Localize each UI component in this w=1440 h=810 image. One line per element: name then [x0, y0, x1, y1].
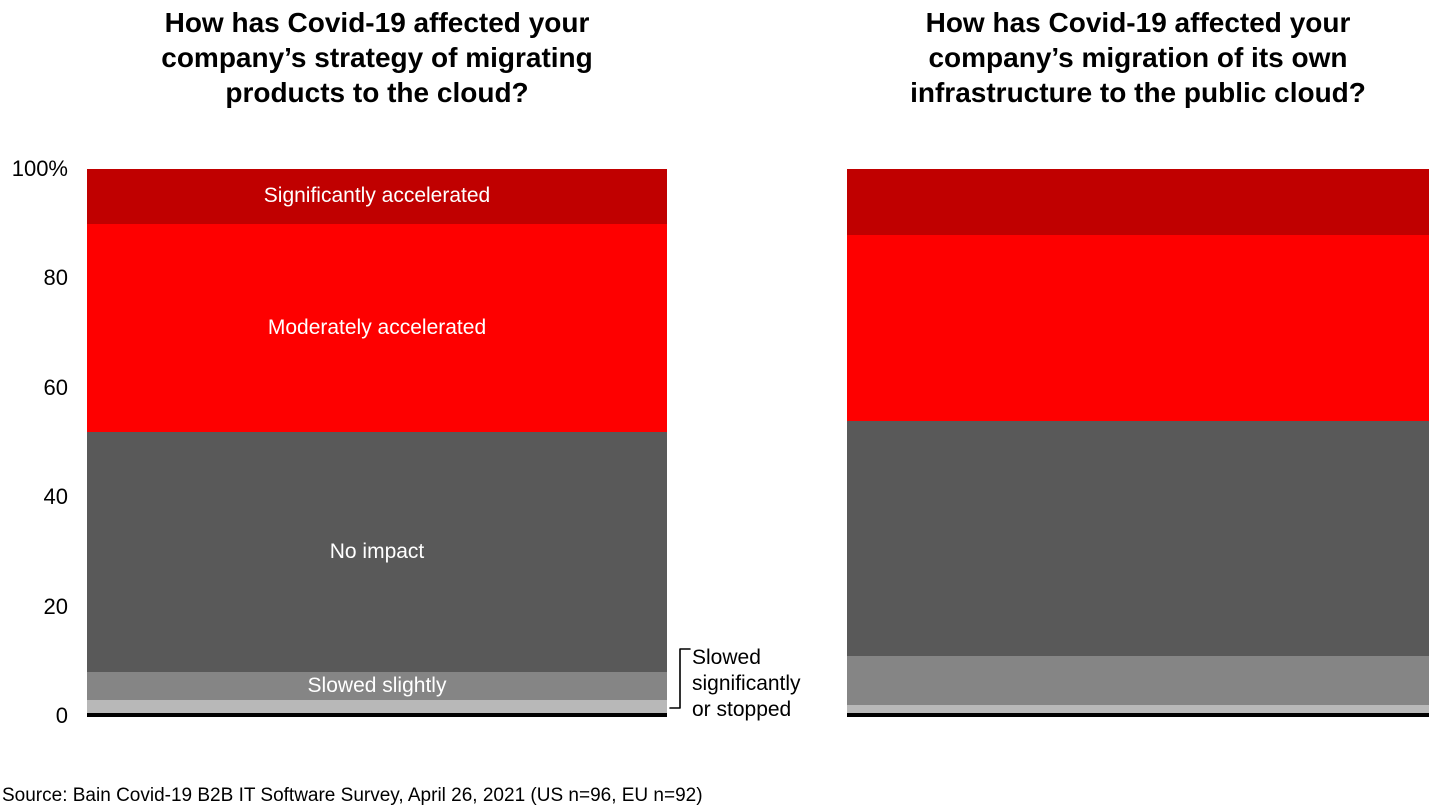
annotation-bracket [669, 648, 691, 709]
segment-slowed-slightly: Slowed slightly [87, 672, 667, 700]
segment-no-impact [847, 420, 1429, 656]
right-chart-title-line-3: infrastructure to the public cloud? [910, 77, 1366, 108]
stacked-bar-right [847, 169, 1429, 716]
annotation-line-3: or stopped [692, 698, 792, 721]
right-chart-title-line-2: company’s migration of its own [928, 42, 1348, 73]
annotation-line-2: significantly [692, 672, 801, 695]
segment-moderately-accelerated [847, 234, 1429, 421]
segment-slowed-significantly-or-stopped [87, 699, 667, 716]
segment-no-impact: No impact [87, 431, 667, 673]
segment-label: Significantly accelerated [263, 184, 491, 208]
segment-significantly-accelerated: Significantly accelerated [87, 169, 667, 224]
y-axis-tick-label: 0 [55, 703, 68, 728]
source-note: Source: Bain Covid-19 B2B IT Software Su… [2, 785, 703, 806]
left-chart-title: How has Covid-19 affected your company’s… [87, 5, 667, 110]
y-axis-tick-label: 20 [43, 593, 68, 619]
annotation-slowed-significantly: Slowed significantly or stopped [692, 645, 801, 723]
y-axis-tick-label: 60 [43, 374, 68, 400]
segment-slowed-slightly [847, 655, 1429, 706]
baseline-left [87, 713, 667, 717]
segment-significantly-accelerated [847, 169, 1429, 235]
baseline-right [847, 713, 1429, 717]
segment-label: No impact [329, 539, 425, 563]
annotation-line-1: Slowed [692, 646, 761, 669]
segment-moderately-accelerated: Moderately accelerated [87, 223, 667, 432]
segment-label: Slowed slightly [307, 673, 447, 697]
right-chart-title: How has Covid-19 affected your company’s… [847, 5, 1429, 110]
y-axis-tick-label: 40 [43, 484, 68, 510]
left-chart-title-line-1: How has Covid-19 affected your [164, 7, 590, 38]
segment-label: Moderately accelerated [267, 315, 487, 339]
y-axis-tick-label: 100% [11, 156, 68, 181]
left-chart-title-line-3: products to the cloud? [225, 77, 529, 108]
stacked-bar-left: Significantly accelerated Moderately acce… [87, 169, 667, 716]
left-chart-title-line-2: company’s strategy of migrating [161, 42, 593, 73]
right-chart-title-line-1: How has Covid-19 affected your [925, 7, 1351, 38]
y-axis-tick-label: 80 [43, 265, 68, 291]
segment-slowed-significantly-or-stopped [847, 705, 1429, 716]
